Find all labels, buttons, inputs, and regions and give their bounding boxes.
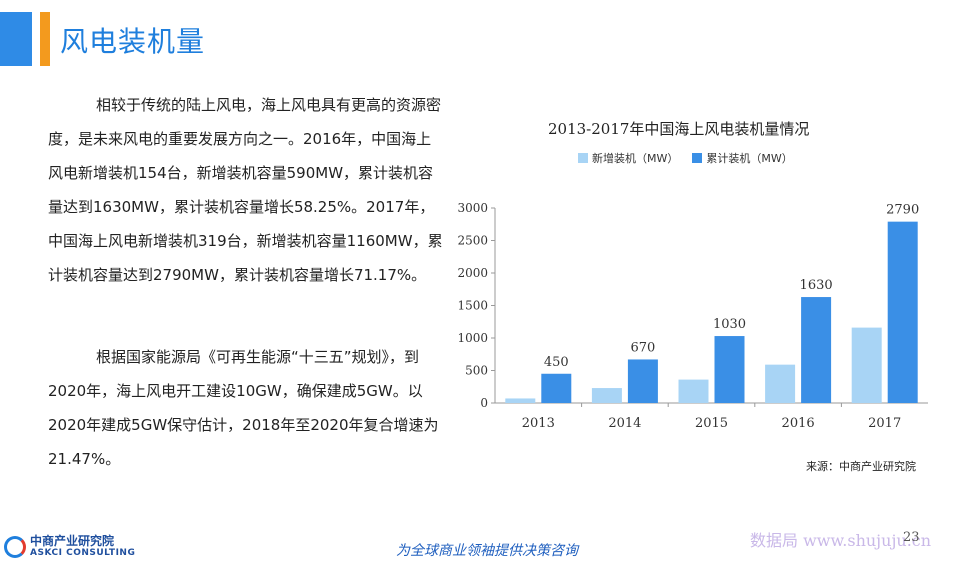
bar-cumulative [541,373,572,403]
y-tick-label: 1000 [457,331,488,345]
header-accent-orange [40,12,50,66]
body-paragraph-2: 根据国家能源局《可再生能源“十三五”规划》，到2020年，海上风电开工建设10G… [48,340,443,476]
chart-title: 2013-2017年中国海上风电装机量情况 [548,120,810,138]
data-label: 670 [630,340,655,355]
bar-chart: 0 500 1000 1500 2000 2500 3000 2013 450 2014 670 20… [457,201,928,431]
body-paragraph-1-text: 相较于传统的陆上风电，海上风电具有更高的资源密度，是未来风电的重要发展方向之一。… [48,96,443,284]
legend-label-cumulative: 累计装机（MW） [706,152,793,165]
footer-slogan: 为全球商业领袖提供决策咨询 [396,543,578,559]
body-paragraph-2-text: 根据国家能源局《可再生能源“十三五”规划》，到2020年，海上风电开工建设10G… [48,348,439,468]
legend-item-cumulative: 累计装机（MW） [692,150,793,166]
logo-text: 中商产业研究院 ASKCI CONSULTING [30,535,135,559]
legend-label-new: 新增装机（MW） [592,152,679,165]
body-paragraph-1: 相较于传统的陆上风电，海上风电具有更高的资源密度，是未来风电的重要发展方向之一。… [48,88,443,292]
y-tick-label: 2500 [457,234,488,248]
legend-item-new: 新增装机（MW） [578,150,678,166]
data-label: 1030 [713,317,746,332]
legend-swatch-new [578,153,588,163]
y-tick-label: 3000 [457,201,488,215]
bar-new [591,388,622,403]
logo-name-cn: 中商产业研究院 [30,534,115,548]
y-tick-label: 1500 [457,299,488,313]
x-tick-label: 2016 [782,416,815,431]
bar-new [678,379,709,403]
x-tick-label: 2014 [608,416,641,431]
bar-new [505,398,536,403]
data-label: 1630 [800,278,833,293]
x-tick-label: 2015 [695,416,728,431]
source-note: 来源：中商产业研究院 [806,460,916,473]
legend-swatch-cumulative [692,153,703,163]
y-tick-label: 500 [465,364,488,378]
y-tick-label: 0 [480,396,488,410]
bar-cumulative [801,297,832,403]
bar-new [851,327,882,403]
logo-name-en: ASKCI CONSULTING [30,548,136,558]
page-title: 风电装机量 [60,25,206,58]
bar-cumulative [714,336,745,403]
watermark: 数据局 www.shujuju.cn [750,531,932,550]
x-tick-label: 2013 [522,416,555,431]
header-accent-blue [0,12,32,66]
data-label: 2790 [886,203,919,218]
bar-cumulative [887,221,918,403]
x-tick-label: 2017 [868,416,901,431]
data-label: 450 [544,355,569,370]
y-tick-label: 2000 [457,266,488,280]
bar-new [765,364,796,403]
bar-cumulative [627,359,658,403]
logo: 中商产业研究院 ASKCI CONSULTING [4,535,135,559]
chart-legend: 新增装机（MW） 累计装机（MW） [578,150,793,166]
page-number: 23 [903,530,920,545]
logo-icon [4,536,26,558]
